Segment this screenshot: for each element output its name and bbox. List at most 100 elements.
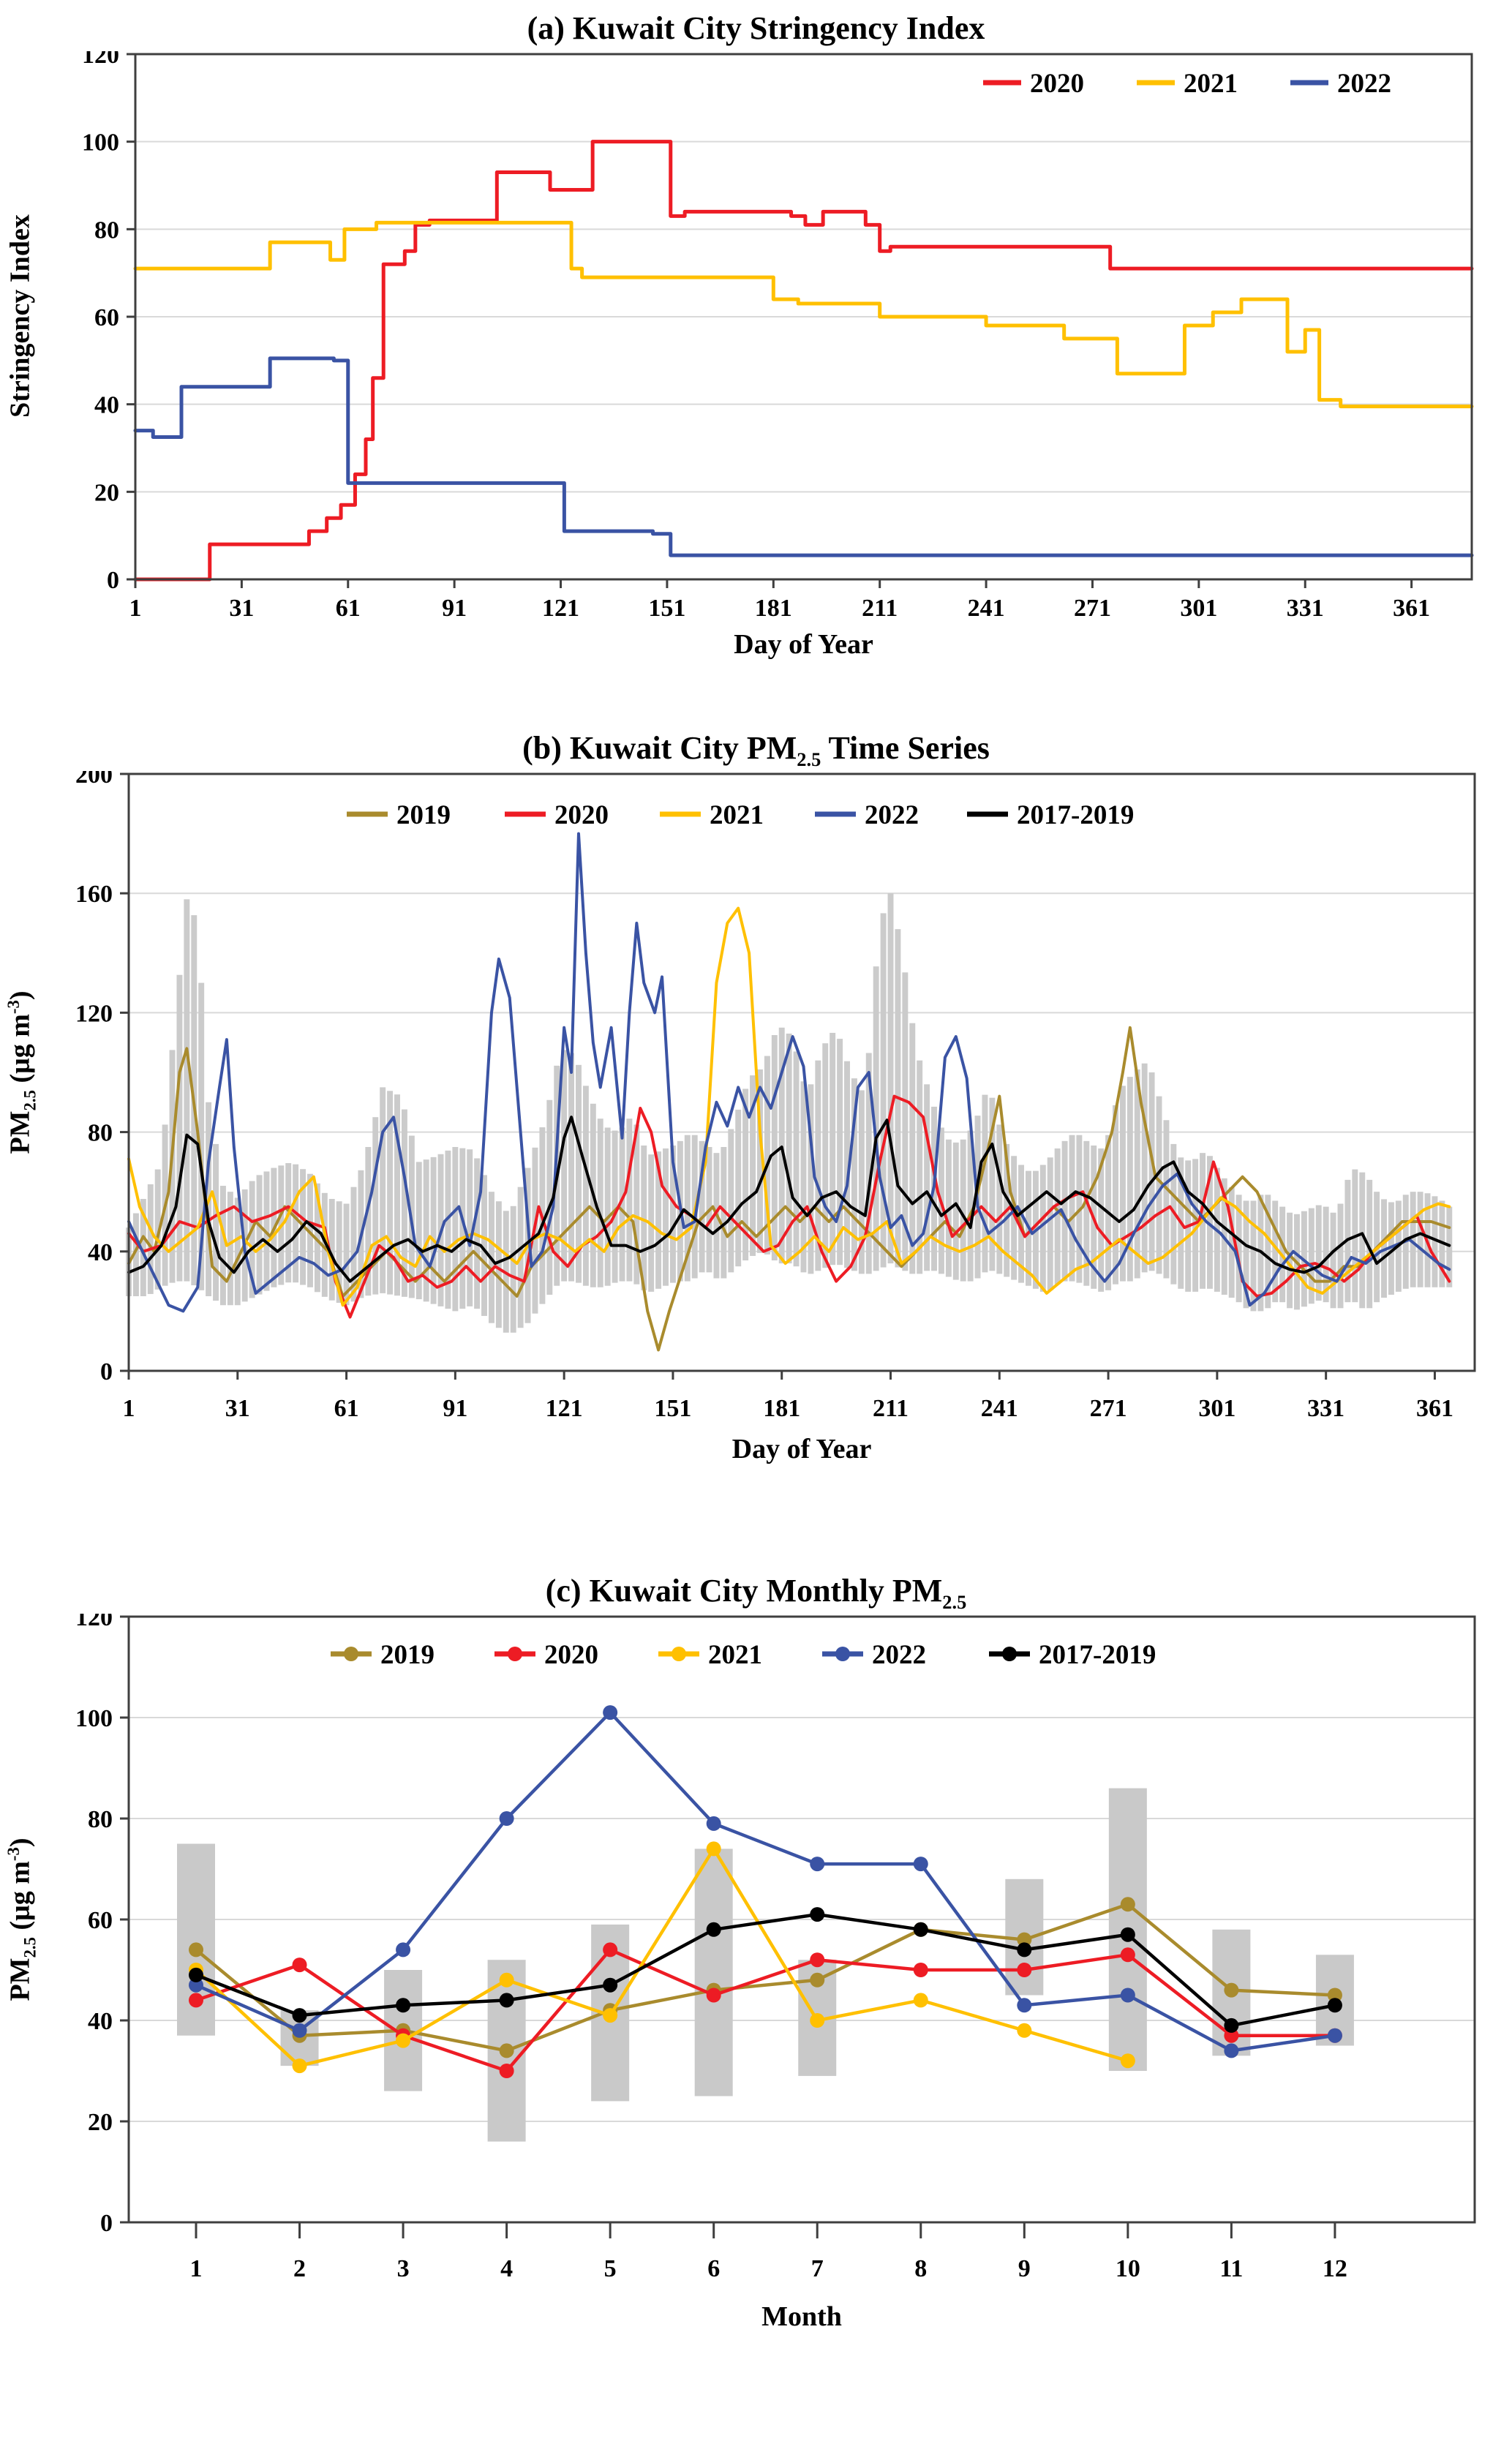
series-2022-marker (499, 1811, 514, 1826)
series-2020 (127, 1094, 1451, 1319)
x-tick-label: 121 (542, 595, 579, 622)
y-tick-label: 60 (88, 1907, 113, 1934)
chart-a-title: (a) Kuwait City Stringency Index (0, 6, 1512, 51)
series-2022-marker (706, 1816, 721, 1831)
x-tick-label: 2 (293, 2255, 306, 2282)
x-tick-label: 151 (654, 1395, 691, 1422)
series-2021-line (133, 220, 1474, 409)
chart-a-plot-area: 1 31 61 91 121 151 181 211 241 271 301 331 361 0 20 40 6… (0, 51, 1512, 631)
chart-c-ylabel-mid: (μg m (4, 1861, 36, 1937)
series-2022-line (194, 1710, 1337, 2053)
series-2019-marker (1327, 1987, 1342, 2003)
legend-label-2021: 2021 (1184, 69, 1238, 99)
series-2017-2019-marker (1224, 2017, 1239, 2033)
x-tick-label: 61 (334, 1395, 359, 1422)
chart-b-title: (b) Kuwait City PM2.5 Time Series (0, 726, 1512, 771)
series-2017-2019-marker (499, 1993, 514, 2008)
series-2022-marker (1224, 2043, 1239, 2058)
range-band (126, 893, 1453, 1333)
series-2020-marker (1224, 2028, 1239, 2043)
axes: 1 31 61 91 121 151 181 211 241 271 301 331 361 0 40 80 1… (75, 771, 1453, 1422)
series-2022 (127, 832, 1451, 1313)
x-tick-label: 91 (443, 1395, 467, 1422)
chart-a-y-axis-label: Stringency Index (4, 214, 40, 418)
chart-b-title-post: Time Series (821, 730, 990, 766)
series-2017-2019-marker (292, 2008, 307, 2023)
series-2017-2019-marker (913, 1922, 928, 1937)
x-tick-label: 151 (648, 595, 685, 622)
y-tick-label: 100 (82, 129, 119, 157)
chart-b-ylabel-pre: PM (4, 1110, 36, 1154)
legend-item-2021: 2021 (1137, 69, 1238, 99)
x-tick-label: 241 (968, 595, 1005, 622)
y-tick-label: 40 (94, 392, 119, 419)
x-tick-label: 211 (862, 595, 898, 622)
panel-a: (a) Kuwait City Stringency Index 1 31 61 91… (0, 6, 1512, 661)
series-2017-2019 (127, 1116, 1451, 1283)
x-tick-label: 9 (1018, 2255, 1031, 2282)
x-tick-label: 12 (1323, 2255, 1347, 2282)
legend-marker-2019 (344, 1647, 358, 1661)
series-2021 (127, 906, 1451, 1307)
series-2020-marker (706, 1987, 721, 2003)
series-2021-marker (603, 2008, 618, 2023)
x-tick-label: 31 (229, 595, 254, 622)
legend-item-2019: 2019 (347, 800, 451, 830)
series-2017-2019 (189, 1907, 1342, 2033)
legend-marker-2017-2019 (1002, 1647, 1017, 1661)
chart-c-title-text: (c) Kuwait City Monthly PM (545, 1573, 943, 1609)
legend-marker-2020 (508, 1647, 522, 1661)
legend-item-2022: 2022 (1290, 69, 1391, 99)
x-tick-label: 1 (129, 595, 142, 622)
series-2022-marker (810, 1857, 825, 1872)
legend-item-2017-2019: 2017-2019 (967, 800, 1134, 830)
chart-b-title-text: (b) Kuwait City PM (522, 730, 797, 766)
y-tick-label: 80 (94, 217, 119, 244)
plot-frame (127, 772, 1476, 1372)
series-2017-2019-marker (1120, 1927, 1135, 1942)
series-2020-line (194, 1948, 1337, 2073)
x-tick-label: 11 (1219, 2255, 1243, 2282)
x-tick-label: 181 (755, 595, 792, 622)
legend-label-2020: 2020 (1030, 69, 1084, 99)
x-tick-label: 271 (1074, 595, 1111, 622)
legend-label-2020: 2020 (544, 1640, 598, 1670)
legend-marker-2022 (835, 1647, 850, 1661)
chart-b-plot-area: 1 31 61 91 121 151 181 211 241 271 301 331 361 0 40 80 1… (0, 771, 1512, 1435)
series-2022-marker (396, 1942, 411, 1958)
series-2017-2019-marker (1327, 1998, 1342, 2013)
legend-label-2020: 2020 (554, 800, 609, 830)
y-tick-label: 20 (88, 2109, 113, 2136)
panel-b: (b) Kuwait City PM2.5 Time Series 1 31 61 9… (0, 726, 1512, 1466)
series-2021-marker (1017, 2023, 1032, 2038)
series-2020-marker (1120, 1947, 1135, 1963)
chart-c-ylabel-sup: -3 (4, 1847, 23, 1862)
chart-b-ylabel-mid: (μg m (4, 1014, 36, 1090)
chart-a-x-axis-label: Day of Year (734, 629, 873, 660)
chart-b-ylabel-post: ) (4, 990, 36, 1001)
series-2021-marker (292, 2058, 307, 2074)
series-2017-2019-marker (810, 1907, 825, 1922)
legend-label-2021: 2021 (708, 1640, 762, 1670)
chart-a-plot: 1 31 61 91 121 151 181 211 241 271 301 331 361 0 20 40 6… (82, 51, 1474, 622)
chart-c-title-sub: 2.5 (942, 1590, 967, 1613)
series-2021 (133, 220, 1474, 409)
x-tick-label: 3 (397, 2255, 410, 2282)
gridlines (135, 140, 1472, 493)
y-tick-label: 0 (100, 1358, 113, 1385)
x-tick-label: 331 (1307, 1395, 1344, 1422)
chart-c-ylabel-post: ) (4, 1838, 36, 1848)
legend-label-2022: 2022 (1337, 69, 1391, 99)
legend-item-2017-2019: 2017-2019 (989, 1640, 1156, 1670)
x-tick-label: 361 (1416, 1395, 1453, 1422)
chart-c-ylabel-sub: 2.5 (20, 1936, 40, 1958)
series-2020 (133, 140, 1474, 582)
series-2017-2019-marker (1017, 1942, 1032, 1958)
chart-c-plot-area: 1 2 3 4 5 6 7 8 9 10 11 12 0 20 40 60 80 100 120 2019 2020 20… (0, 1614, 1512, 2303)
series-2022-marker (1017, 1998, 1032, 2013)
series-2021-line (127, 906, 1451, 1307)
